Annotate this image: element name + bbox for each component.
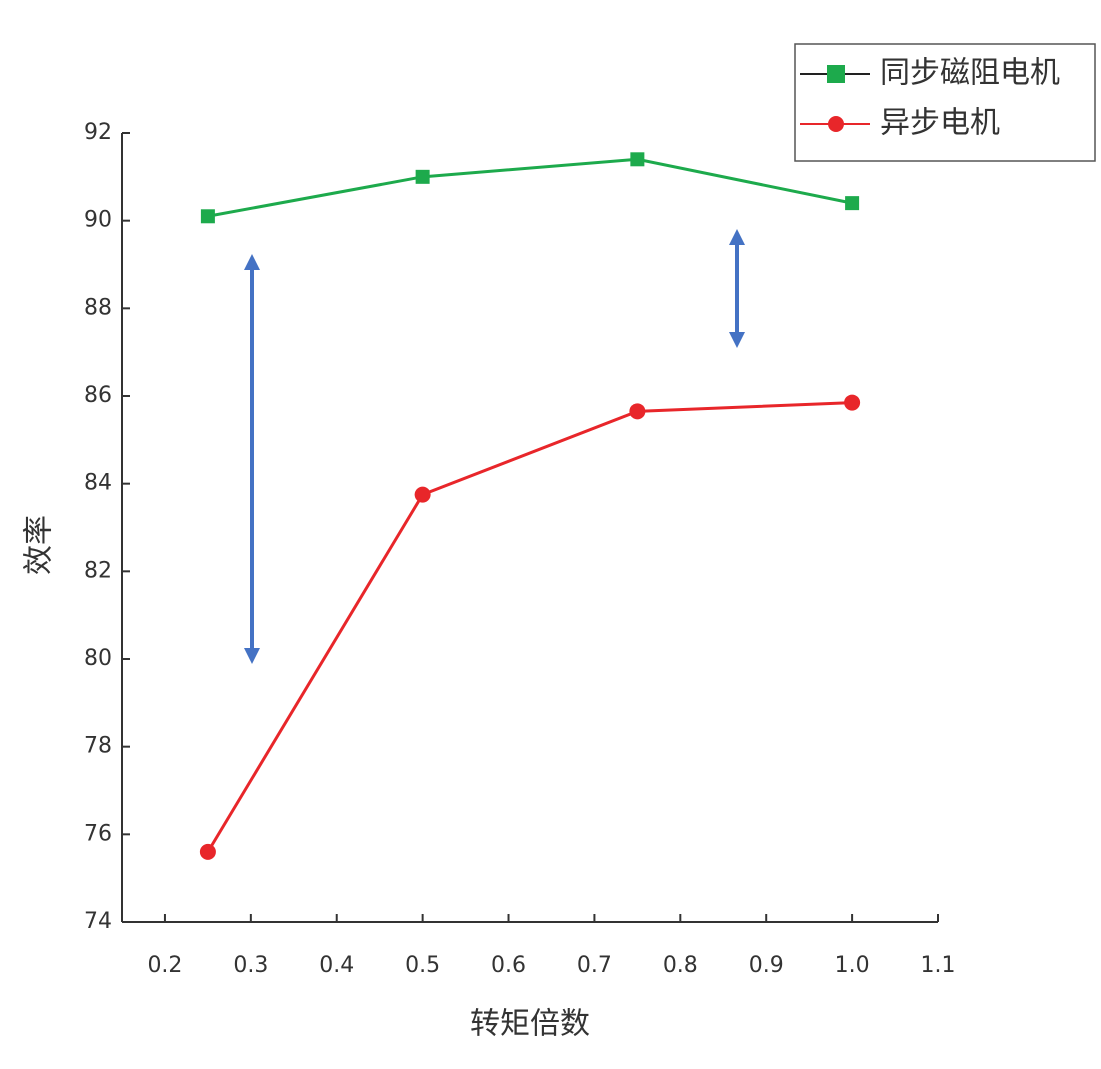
- legend-marker: [827, 65, 845, 83]
- legend-label: 异步电机: [880, 106, 1000, 141]
- x-tick-label: 0.2: [147, 953, 182, 978]
- point: [845, 196, 860, 211]
- x-tick-label: 0.9: [749, 953, 784, 978]
- point: [629, 403, 646, 420]
- y-tick-label: 76: [84, 821, 112, 846]
- y-tick-label: 88: [84, 295, 112, 320]
- legend-marker: [828, 116, 844, 132]
- x-tick-label: 1.0: [835, 953, 870, 978]
- y-tick-label: 74: [84, 909, 112, 934]
- x-tick-label: 0.7: [577, 953, 612, 978]
- point: [415, 169, 430, 184]
- y-axis-label: 效率: [22, 515, 57, 575]
- line: [207, 157, 853, 218]
- point: [200, 209, 215, 224]
- y-tick-label: 86: [84, 383, 112, 408]
- y-tick-label: 82: [84, 558, 112, 583]
- line: [206, 401, 853, 853]
- y-tick-label: 80: [84, 646, 112, 671]
- y-tick-label: 90: [84, 208, 112, 233]
- x-tick-label: 1.1: [921, 953, 956, 978]
- x-tick-label: 0.4: [319, 953, 354, 978]
- legend-label: 同步磁阻电机: [880, 56, 1060, 91]
- y-tick-label: 84: [84, 471, 112, 496]
- point: [630, 152, 645, 167]
- point: [199, 843, 216, 860]
- point: [414, 486, 431, 503]
- legend: [794, 43, 1096, 162]
- y-tick-label: 78: [84, 734, 112, 759]
- point: [844, 394, 861, 411]
- x-axis-label: 转矩倍数: [470, 1007, 590, 1042]
- x-tick-label: 0.6: [491, 953, 526, 978]
- x-tick-label: 0.3: [233, 953, 268, 978]
- x-tick-label: 0.8: [663, 953, 698, 978]
- y-tick-label: 92: [84, 120, 112, 145]
- x-tick-label: 0.5: [405, 953, 440, 978]
